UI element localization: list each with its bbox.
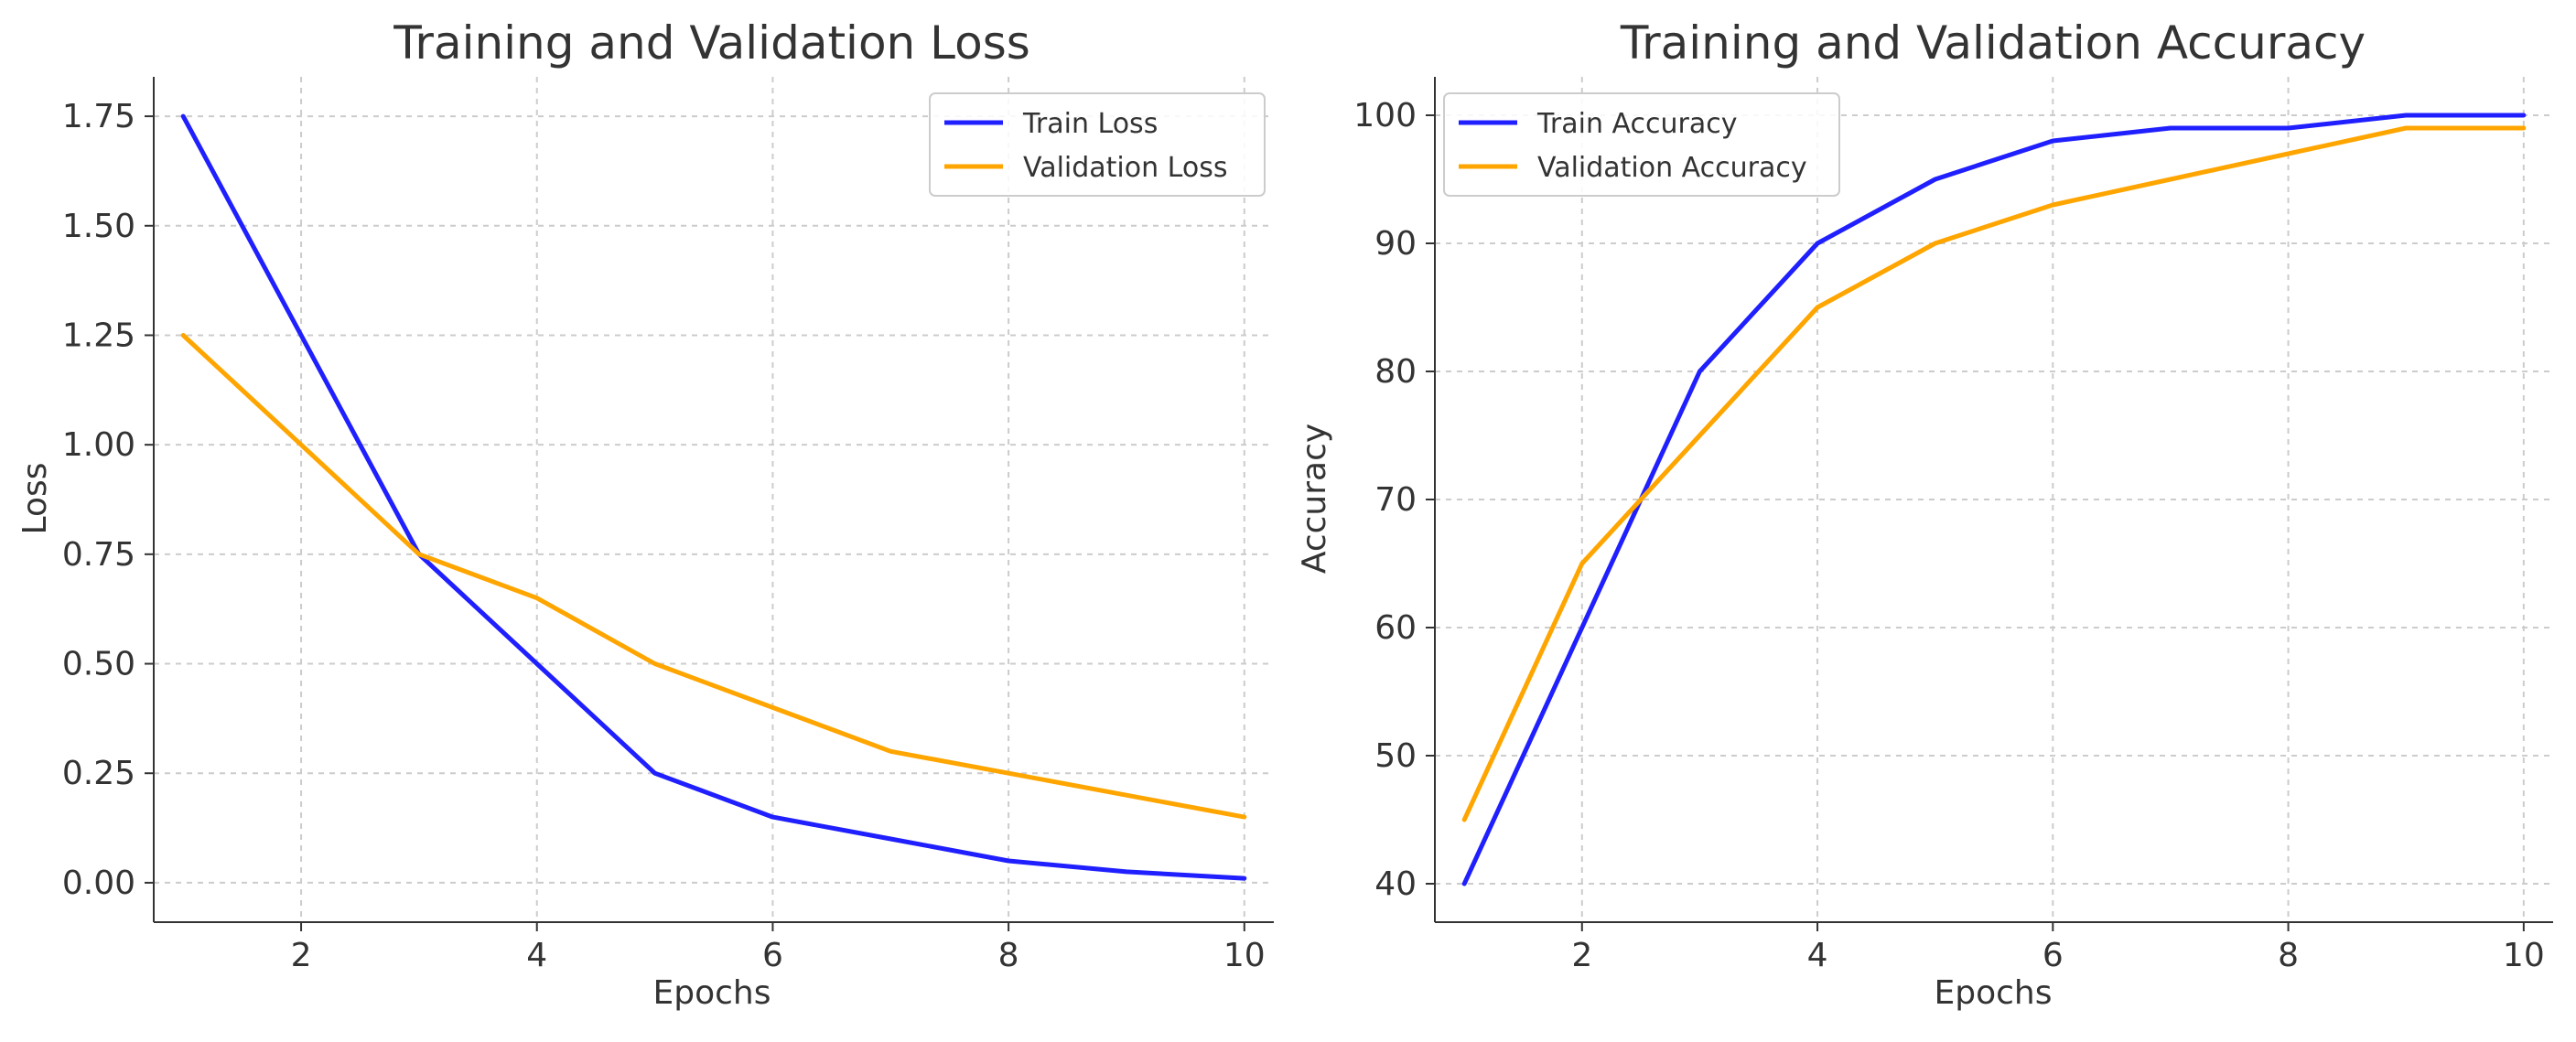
loss-y-tick-label: 1.00 (62, 426, 135, 464)
loss-y-tick-label: 1.25 (62, 317, 135, 354)
validation-accuracy-line (1461, 125, 2527, 822)
accuracy-x-axis-label: Epochs (1935, 974, 2053, 1012)
accuracy-series (1461, 113, 2527, 886)
loss-x-tick-label: 4 (526, 937, 547, 974)
accuracy-legend: Train Accuracy Validation Accuracy (1443, 92, 1840, 197)
loss-axes: 2 4 6 8 10 0.00 0.25 0.50 0.75 1.00 1.25 1.50 1.75 (62, 77, 1274, 974)
loss-y-tick-label: 0.25 (62, 755, 135, 792)
accuracy-y-tick-label: 40 (1374, 865, 1417, 903)
loss-y-axis-label: Loss (16, 463, 54, 535)
loss-y-tick-label: 0.50 (62, 646, 135, 683)
accuracy-x-tick-label: 8 (2278, 937, 2299, 974)
loss-x-axis-label: Epochs (653, 974, 771, 1012)
accuracy-x-tick-label: 10 (2503, 937, 2545, 974)
accuracy-y-tick-label: 70 (1374, 481, 1417, 519)
accuracy-y-tick-label: 80 (1374, 353, 1417, 391)
validation-accuracy-legend-label: Validation Accuracy (1537, 152, 1807, 184)
loss-legend: Train Loss Validation Loss (929, 92, 1266, 197)
loss-series (180, 113, 1247, 881)
loss-x-tick-label: 6 (762, 937, 783, 974)
loss-y-tick-label: 1.75 (62, 98, 135, 135)
accuracy-y-tick-label: 90 (1374, 225, 1417, 263)
accuracy-y-tick-label: 50 (1374, 737, 1417, 775)
loss-chart-title: Training and Validation Loss (393, 16, 1030, 70)
train-loss-line (180, 113, 1247, 881)
accuracy-legend-box (1443, 92, 1840, 197)
loss-x-tick-label: 10 (1223, 937, 1266, 974)
accuracy-y-tick-label: 100 (1353, 97, 1417, 134)
loss-y-tick-label: 1.50 (62, 208, 135, 245)
accuracy-grid (1435, 77, 2553, 922)
loss-x-tick-label: 8 (998, 937, 1019, 974)
loss-y-tick-label: 0.75 (62, 536, 135, 574)
accuracy-x-tick-label: 6 (2042, 937, 2064, 974)
accuracy-chart-title: Training and Validation Accuracy (1620, 16, 2366, 70)
loss-y-tick-label: 0.00 (62, 865, 135, 902)
train-accuracy-legend-label: Train Accuracy (1536, 108, 1737, 140)
loss-legend-box (929, 92, 1266, 197)
accuracy-x-tick-label: 2 (1571, 937, 1592, 974)
accuracy-y-axis-label: Accuracy (1296, 424, 1333, 574)
loss-x-tick-label: 2 (291, 937, 312, 974)
validation-loss-line (180, 333, 1247, 820)
accuracy-x-tick-label: 4 (1807, 937, 1828, 974)
validation-loss-legend-label: Validation Loss (1023, 152, 1227, 184)
accuracy-axes: 2 4 6 8 10 40 50 60 70 80 90 100 (1353, 77, 2553, 974)
train-loss-legend-label: Train Loss (1022, 108, 1158, 140)
loss-chart-panel: Training and Validation Loss 2 4 6 8 10 0.00 0… (16, 16, 1274, 1012)
accuracy-chart-panel: Training and Validation Accuracy 2 4 6 8 10 4… (1296, 16, 2553, 1012)
accuracy-y-tick-label: 60 (1374, 609, 1417, 647)
